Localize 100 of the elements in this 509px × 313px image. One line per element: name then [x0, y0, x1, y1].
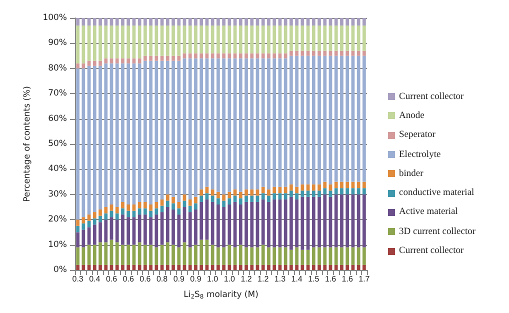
bar — [228, 18, 232, 26]
bar — [76, 247, 80, 265]
x-tick-label: 1.2 — [258, 274, 270, 284]
bar — [356, 56, 360, 182]
bar — [228, 58, 232, 192]
bar — [200, 53, 204, 58]
legend-label: Seperator — [399, 130, 436, 140]
bar — [328, 26, 332, 51]
bar — [177, 18, 181, 26]
bar — [346, 182, 350, 188]
bar — [334, 247, 338, 265]
y-tick-label: 40% — [48, 164, 67, 174]
bar — [261, 26, 265, 54]
bar — [182, 200, 186, 207]
bar — [318, 196, 321, 248]
bar — [222, 53, 226, 58]
legend-label: Active material — [399, 207, 458, 218]
bar — [92, 244, 96, 265]
bar — [177, 214, 181, 248]
bar — [261, 244, 265, 265]
bar — [261, 18, 265, 26]
x-tick-label: 0.6 — [140, 274, 152, 284]
bar — [356, 182, 360, 188]
y-tick-label: 10% — [48, 240, 67, 250]
bar — [92, 212, 96, 218]
x-tick-label: 0.6 — [106, 274, 118, 284]
bar — [267, 196, 270, 202]
bar — [356, 264, 360, 270]
bar — [323, 247, 327, 265]
x-tick-label: 0.9 — [173, 274, 185, 284]
bar — [210, 58, 214, 190]
bar — [290, 50, 293, 56]
bar — [194, 26, 198, 54]
bar — [362, 26, 366, 51]
bar — [121, 202, 124, 208]
bar — [272, 193, 276, 200]
bar — [166, 200, 170, 207]
bar — [194, 196, 198, 204]
bar — [216, 204, 220, 248]
bar — [244, 189, 248, 196]
bar — [272, 247, 276, 265]
bar — [284, 199, 288, 248]
bar — [261, 193, 265, 200]
bar — [300, 18, 304, 26]
bar — [290, 18, 293, 26]
bar — [261, 58, 265, 187]
bar — [182, 207, 186, 242]
bar — [154, 56, 158, 61]
bar — [194, 18, 198, 26]
bar — [222, 26, 226, 54]
bar — [284, 18, 288, 26]
y-tick-label: 0% — [54, 265, 67, 275]
bar — [238, 26, 242, 54]
bar — [284, 53, 288, 58]
bar — [300, 250, 304, 265]
bar — [216, 247, 220, 265]
y-tick-label: 90% — [48, 38, 67, 48]
bar — [318, 26, 321, 51]
x-tick-label: 1.5 — [308, 274, 320, 284]
bar — [149, 18, 152, 26]
bar — [166, 242, 170, 265]
bar — [272, 186, 276, 194]
bar — [210, 189, 214, 196]
bar — [172, 244, 175, 265]
bar — [104, 213, 108, 220]
bar — [132, 217, 136, 245]
y-tick-label: 100% — [42, 13, 67, 23]
bar — [261, 264, 265, 270]
bar — [144, 18, 147, 26]
bar — [104, 63, 108, 207]
bar — [250, 26, 254, 54]
bar — [356, 50, 360, 56]
bar — [172, 60, 175, 197]
bar — [318, 50, 321, 56]
bar — [149, 56, 152, 61]
bar — [138, 26, 142, 58]
bar — [126, 26, 130, 58]
bar — [104, 264, 108, 270]
bar — [210, 202, 214, 245]
bar — [210, 26, 214, 54]
bar — [238, 264, 242, 270]
legend-label: Anode — [399, 110, 424, 121]
legend-label: Current collector — [399, 246, 464, 256]
bar — [340, 194, 344, 248]
bar — [188, 212, 192, 248]
bar — [346, 50, 350, 56]
bar — [132, 26, 136, 58]
bar — [323, 264, 327, 270]
bar — [82, 217, 86, 224]
bar — [104, 18, 108, 26]
y-tick-label: 80% — [48, 63, 67, 74]
bar — [334, 26, 338, 51]
bar — [295, 186, 298, 194]
bar — [238, 192, 242, 198]
bar — [154, 18, 158, 26]
bar — [290, 264, 293, 270]
bar — [250, 189, 254, 196]
bar — [104, 220, 108, 242]
bar — [244, 247, 248, 265]
x-tick-label: 1.3 — [274, 274, 286, 284]
